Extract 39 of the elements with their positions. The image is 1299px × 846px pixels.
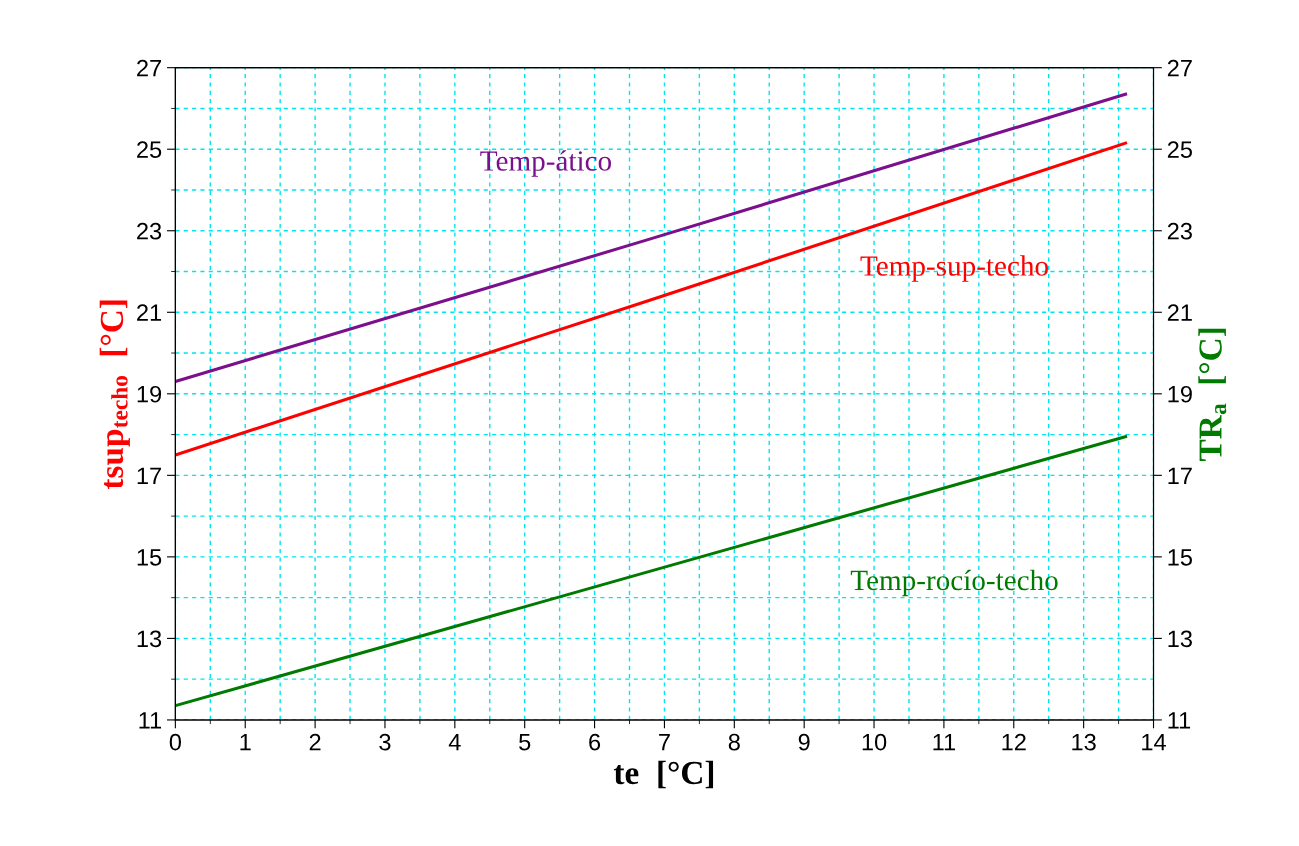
y-tick-label: 19 [137, 385, 162, 403]
x-axis-title: te [°C] [613, 760, 714, 789]
x-tick-label: 6 [589, 733, 601, 751]
x-tick-label: 3 [379, 733, 391, 751]
y-tick-label: 13 [137, 630, 162, 648]
x-tick-label: 14 [1142, 734, 1166, 751]
x-tick-label: 13 [1072, 733, 1096, 751]
y2-tick-label: 21 [1167, 304, 1192, 321]
y-axis-title: tsup$_{techo}$ [°C] [99, 300, 130, 490]
x-tick-label: 9 [798, 733, 810, 751]
y-tick-label: 11 [139, 712, 162, 729]
y2-tick-label: 19 [1168, 385, 1192, 403]
series-label: Temp-sup-techo [860, 255, 1048, 282]
x-tick-label: 12 [1002, 733, 1026, 751]
x-tick-label: 5 [519, 734, 531, 751]
y2-tick-label: 25 [1167, 141, 1192, 158]
x-tick-label: 8 [728, 733, 740, 751]
y2-tick-label: 27 [1167, 59, 1192, 77]
y2-tick-label: 17 [1168, 467, 1192, 484]
y-tick-label: 21 [137, 304, 162, 321]
y2-axis-title: TR$_{a}$ [°C] [1198, 328, 1227, 461]
y2-tick-label: 11 [1168, 712, 1191, 729]
x-tick-label: 1 [240, 734, 251, 751]
y-tick-label: 25 [137, 141, 162, 158]
y2-tick-label: 23 [1167, 222, 1192, 240]
x-tick-label: 7 [659, 734, 670, 751]
x-tick-label: 0 [169, 733, 182, 751]
series-label: Temp-rocío-techo [850, 569, 1058, 597]
x-tick-label: 4 [448, 734, 461, 751]
y2-tick-label: 15 [1168, 549, 1192, 566]
y-tick-label: 23 [137, 222, 162, 240]
text: Temp-ático [480, 150, 612, 177]
x-tick-label: 11 [933, 734, 956, 751]
y-tick-label: 17 [137, 467, 161, 484]
x-tick-label: 10 [862, 733, 887, 751]
y-tick-label: 15 [137, 549, 162, 566]
x-tick-label: 2 [309, 733, 321, 751]
y2-tick-label: 13 [1168, 630, 1192, 648]
y-tick-label: 27 [137, 59, 161, 77]
